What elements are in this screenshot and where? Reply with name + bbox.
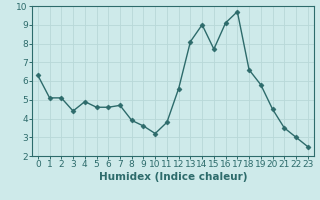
X-axis label: Humidex (Indice chaleur): Humidex (Indice chaleur) (99, 172, 247, 182)
